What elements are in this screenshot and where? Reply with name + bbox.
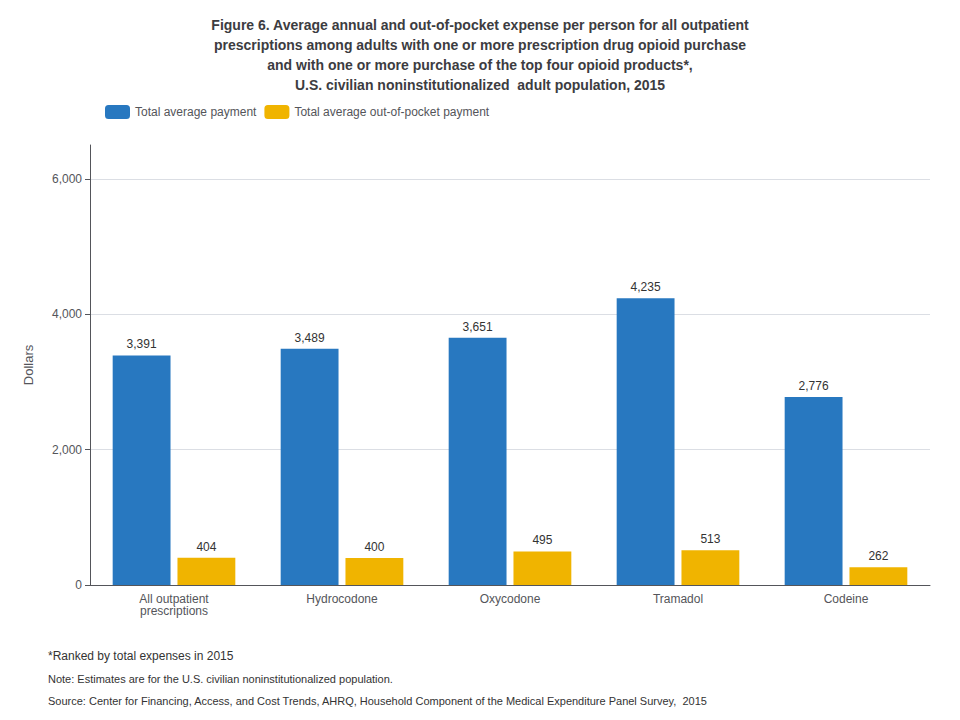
svg-text:3,489: 3,489	[295, 331, 325, 345]
svg-text:513: 513	[700, 532, 720, 546]
svg-text:and with one or more purchase: and with one or more purchase of the top…	[267, 57, 692, 73]
svg-text:Hydrocodone: Hydrocodone	[306, 592, 378, 606]
svg-text:4,235: 4,235	[631, 280, 661, 294]
svg-text:Total average payment: Total average payment	[135, 105, 257, 119]
svg-text:U.S. civilian noninstitutional: U.S. civilian noninstitutionalized adult…	[295, 77, 665, 93]
svg-text:All outpatient: All outpatient	[139, 592, 209, 606]
svg-text:2,776: 2,776	[799, 379, 829, 393]
svg-text:Tramadol: Tramadol	[653, 592, 703, 606]
svg-text:6,000: 6,000	[52, 172, 82, 186]
svg-text:Codeine: Codeine	[824, 592, 869, 606]
svg-text:495: 495	[532, 533, 552, 547]
svg-text:0: 0	[75, 578, 82, 592]
svg-text:Note: Estimates are for the U.: Note: Estimates are for the U.S. civilia…	[48, 673, 393, 685]
svg-text:Total average out-of-pocket pa: Total average out-of-pocket payment	[294, 105, 489, 119]
svg-text:Oxycodone: Oxycodone	[480, 592, 541, 606]
svg-text:Figure 6. Average annual and o: Figure 6. Average annual and out-of-pock…	[211, 17, 749, 33]
svg-text:400: 400	[364, 540, 384, 554]
svg-text:4,000: 4,000	[52, 307, 82, 321]
svg-text:2,000: 2,000	[52, 443, 82, 457]
svg-text:Source: Center for Financing,: Source: Center for Financing, Access, an…	[48, 695, 707, 707]
svg-text:3,651: 3,651	[463, 320, 493, 334]
svg-text:404: 404	[196, 540, 216, 554]
svg-text:prescriptions: prescriptions	[140, 604, 208, 618]
svg-text:262: 262	[868, 549, 888, 563]
svg-text:*Ranked by total expenses in 2: *Ranked by total expenses in 2015	[48, 649, 234, 663]
svg-text:Dollars: Dollars	[21, 344, 36, 385]
svg-text:prescriptions among adults wit: prescriptions among adults with one or m…	[214, 37, 746, 53]
svg-text:3,391: 3,391	[127, 337, 157, 351]
